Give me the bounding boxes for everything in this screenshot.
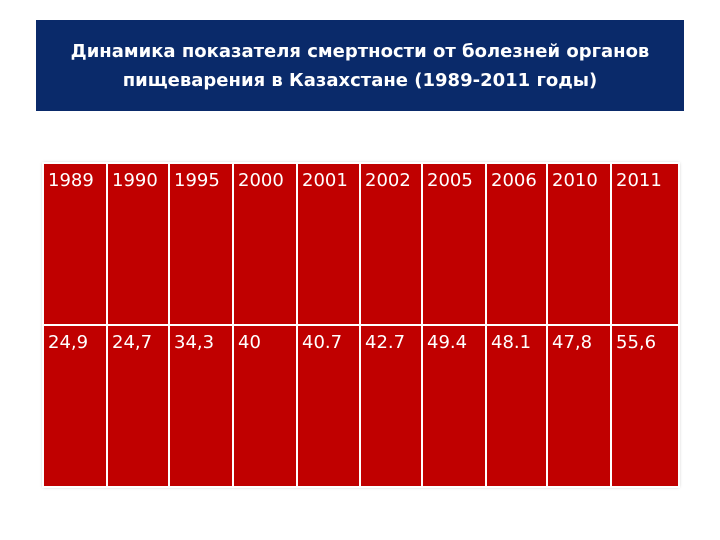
year-cell: 2011	[610, 162, 680, 326]
value-cell: 24,9	[42, 324, 108, 488]
value-cell: 48.1	[485, 324, 548, 488]
year-cell: 1989	[42, 162, 108, 326]
year-cell: 2001	[296, 162, 361, 326]
mortality-table-container: 1989 1990 1995 2000 2001 2002 2005 2006 …	[42, 162, 680, 488]
year-cell: 2006	[485, 162, 548, 326]
year-cell: 2000	[232, 162, 298, 326]
year-cell: 1995	[168, 162, 234, 326]
value-cell: 24,7	[106, 324, 170, 488]
value-cell: 47,8	[546, 324, 612, 488]
value-cell: 42.7	[359, 324, 423, 488]
years-row: 1989 1990 1995 2000 2001 2002 2005 2006 …	[42, 162, 680, 326]
title-line-2: пищеварения в Казахстане (1989-2011 годы…	[122, 69, 598, 91]
title-banner: Динамика показателя смертности от болезн…	[36, 20, 684, 111]
slide-title: Динамика показателя смертности от болезн…	[50, 37, 670, 95]
title-line-1: Динамика показателя смертности от болезн…	[70, 40, 650, 62]
value-cell: 49.4	[421, 324, 487, 488]
value-cell: 34,3	[168, 324, 234, 488]
value-cell: 55,6	[610, 324, 680, 488]
year-cell: 2005	[421, 162, 487, 326]
year-cell: 2002	[359, 162, 423, 326]
value-cell: 40.7	[296, 324, 361, 488]
values-row: 24,9 24,7 34,3 40 40.7 42.7 49.4 48.1 47…	[42, 324, 680, 488]
mortality-table: 1989 1990 1995 2000 2001 2002 2005 2006 …	[42, 162, 680, 488]
year-cell: 1990	[106, 162, 170, 326]
year-cell: 2010	[546, 162, 612, 326]
value-cell: 40	[232, 324, 298, 488]
